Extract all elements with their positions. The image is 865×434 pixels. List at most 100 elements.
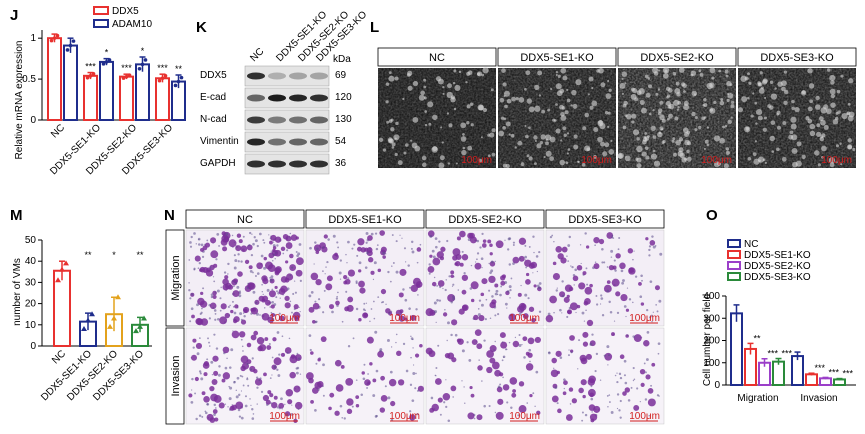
tube-cell — [617, 153, 623, 159]
stained-cell — [255, 376, 259, 379]
chart-m-sig: ** — [136, 250, 144, 260]
stained-cell — [657, 342, 661, 346]
stained-cell — [461, 304, 469, 311]
stained-cell — [261, 290, 264, 293]
stained-cell — [508, 341, 511, 344]
stained-cell — [619, 416, 622, 419]
tube-cell — [584, 112, 590, 118]
tube-cell — [648, 112, 652, 116]
stained-cell — [200, 243, 204, 247]
stained-cell — [561, 312, 563, 314]
stained-cell — [276, 406, 279, 409]
stained-cell — [517, 414, 520, 417]
tube-cell — [753, 158, 760, 165]
stained-cell — [552, 272, 561, 281]
stained-cell — [271, 288, 274, 291]
stained-cell — [263, 256, 268, 261]
legend-label: DDX5-SE2-KO — [744, 261, 811, 272]
stained-cell — [236, 376, 240, 380]
stained-cell — [504, 239, 506, 241]
tube-cell — [407, 70, 413, 76]
tube-cell — [390, 127, 395, 132]
stained-cell — [494, 292, 498, 296]
stained-cell — [603, 261, 606, 264]
tube-cell — [491, 152, 496, 157]
stained-cell — [387, 338, 390, 342]
stained-cell — [531, 317, 536, 323]
tube-cell — [807, 68, 813, 74]
stained-cell — [632, 335, 635, 338]
stained-cell — [253, 330, 259, 336]
tube-cell — [800, 90, 807, 96]
stained-cell — [616, 407, 619, 410]
stained-cell — [488, 404, 491, 408]
stained-cell — [277, 374, 281, 377]
stained-cell — [262, 339, 265, 341]
stained-cell — [506, 248, 510, 251]
transwell-image — [305, 327, 425, 425]
stained-cell — [212, 290, 217, 296]
stained-cell — [417, 294, 419, 296]
tube-cell — [586, 147, 591, 152]
stained-cell — [488, 275, 496, 284]
chart-j-category-label: NC — [49, 122, 67, 140]
tube-cell — [567, 148, 571, 151]
stained-cell — [578, 339, 581, 342]
stained-cell — [632, 379, 635, 382]
legend-label-adam10: ADAM10 — [112, 19, 152, 30]
chart-j-point — [71, 39, 76, 43]
stained-cell — [499, 332, 506, 339]
chart-o-bar — [791, 355, 804, 387]
tube-cell — [610, 139, 613, 142]
tube-cell — [517, 140, 523, 146]
tube-cell — [841, 113, 848, 120]
tube-cell — [470, 123, 474, 127]
chart-o-sig: *** — [782, 349, 793, 359]
stained-cell — [611, 332, 615, 337]
stained-cell — [284, 347, 292, 354]
stained-cell — [536, 410, 541, 416]
tube-cell — [747, 72, 750, 76]
stained-cell — [405, 369, 409, 373]
stained-cell — [227, 406, 229, 408]
tube-cell — [442, 85, 445, 89]
stained-cell — [240, 365, 246, 372]
stained-cell — [585, 267, 588, 270]
tube-cell — [823, 124, 829, 130]
stained-cell — [469, 385, 473, 390]
stained-cell — [518, 405, 527, 413]
tube-cell — [602, 151, 608, 157]
chart-o-ytick-label: 400 — [703, 291, 720, 302]
stained-cell — [647, 398, 656, 407]
stained-cell — [352, 337, 355, 340]
stained-cell — [201, 307, 203, 310]
tube-cell — [563, 133, 567, 137]
stained-cell — [585, 309, 587, 312]
tube-cell — [588, 76, 594, 82]
tube-cell — [775, 147, 780, 152]
chart-j-point — [104, 60, 109, 64]
stained-cell — [382, 255, 386, 259]
tube-cell — [410, 139, 413, 142]
stained-cell — [290, 413, 294, 416]
stained-cell — [601, 261, 604, 264]
stained-cell — [380, 375, 385, 381]
tube-cell — [420, 90, 425, 96]
stained-cell — [195, 417, 198, 421]
stained-cell — [391, 234, 394, 237]
stained-cell — [332, 253, 339, 261]
stained-cell — [276, 244, 279, 247]
stained-cell — [461, 254, 469, 261]
tube-cell — [423, 85, 427, 89]
chart-j-point — [52, 36, 57, 40]
tube-cell — [713, 100, 717, 105]
tube-cell — [821, 155, 824, 159]
stained-cell — [347, 240, 350, 244]
stained-cell — [530, 261, 538, 269]
stained-cell — [584, 297, 591, 305]
tube-cell — [555, 128, 561, 134]
scale-bar-label: 100μm — [389, 313, 420, 324]
tube-cell — [502, 125, 506, 130]
stained-cell — [221, 231, 226, 236]
stained-cell — [489, 345, 497, 353]
